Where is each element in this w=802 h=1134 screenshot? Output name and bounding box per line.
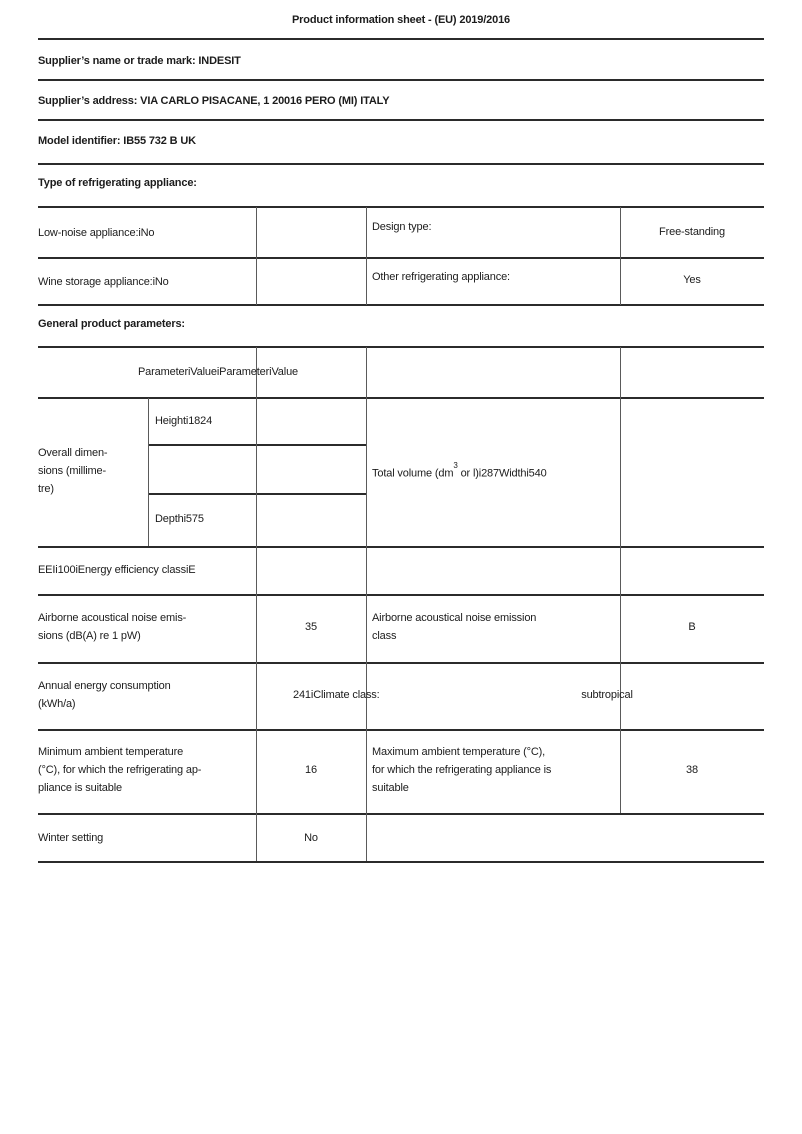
min-ambient-temp-label: Minimum ambient temperature (°C), for wh…	[38, 746, 202, 794]
dimensions-sub-divider	[148, 444, 366, 446]
params-table-header-divider	[38, 397, 764, 399]
design-type-value: Free-standing	[659, 226, 725, 238]
horizontal-rule	[38, 163, 764, 165]
other-appliance-label: Other refrigerating appliance:	[372, 271, 510, 283]
energy-value-climate-label: 241iClimate class:	[293, 689, 380, 701]
total-volume-text: Total volume (dm	[372, 467, 454, 480]
params-table-column-line	[620, 347, 621, 813]
params-table-top-border	[38, 346, 764, 348]
winter-setting-value: No	[304, 832, 318, 844]
total-volume-cell: Total volume (dm3 or l)i287Widthi540	[372, 461, 547, 483]
params-table-row-divider	[38, 662, 764, 664]
wine-storage-cell: Wine storage appliance:iNo	[38, 276, 169, 288]
noise-emissions-label: Airborne acoustical noise emis- sions (d…	[38, 612, 187, 642]
params-table-column-line	[366, 347, 367, 861]
horizontal-rule	[38, 119, 764, 121]
horizontal-rule	[38, 79, 764, 81]
height-cell: Heighti1824	[155, 415, 213, 427]
winter-setting-label: Winter setting	[38, 832, 104, 844]
design-type-label: Design type:	[372, 221, 432, 233]
page-title: Product information sheet - (EU) 2019/20…	[291, 14, 511, 26]
noise-class-value: B	[688, 621, 696, 633]
params-table-row-divider	[38, 813, 764, 815]
params-table-bottom-border	[38, 861, 764, 863]
max-ambient-temp-label: Maximum ambient temperature (°C), for wh…	[372, 746, 552, 794]
dimensions-sub-column-line	[148, 398, 149, 546]
total-volume-text: or l)i287Widthi540	[457, 467, 547, 480]
type-table-bottom-border	[38, 304, 764, 306]
params-table-row-divider	[38, 729, 764, 731]
params-table-row-divider	[38, 594, 764, 596]
dimensions-sub-divider	[148, 493, 366, 495]
min-ambient-temp-value: 16	[305, 764, 317, 776]
climate-class-value: subtropical	[581, 689, 633, 701]
energy-consumption-label: Annual energy consumption (kWh/a)	[38, 680, 171, 710]
max-ambient-temp-value: 38	[686, 764, 698, 776]
model-identifier: Model identifier: IB55 732 B UK	[38, 135, 196, 147]
type-table-column-line	[620, 207, 621, 305]
overall-dimensions-label: Overall dimen- sions (millime- tre)	[38, 447, 108, 495]
params-table-column-line	[256, 347, 257, 861]
horizontal-rule	[38, 38, 764, 40]
total-volume-superscript: 3	[453, 461, 458, 470]
type-of-appliance-heading: Type of refrigerating appliance:	[38, 177, 197, 189]
low-noise-cell: Low-noise appliance:iNo	[38, 227, 155, 239]
type-table-column-line	[366, 207, 367, 305]
type-table-column-line	[256, 207, 257, 305]
supplier-address: Supplier’s address: VIA CARLO PISACANE, …	[38, 95, 390, 107]
noise-emissions-value: 35	[305, 621, 317, 633]
other-appliance-value: Yes	[683, 274, 701, 286]
general-parameters-heading: General product parameters:	[38, 318, 185, 330]
depth-cell: Depthi575	[155, 513, 204, 525]
type-table-top-border	[38, 206, 764, 208]
supplier-name: Supplier’s name or trade mark: INDESIT	[38, 55, 241, 67]
type-table-row-divider	[38, 257, 764, 259]
eei-cell: EEIi100iEnergy efficiency classiE	[38, 564, 196, 576]
params-table-row-divider	[38, 546, 764, 548]
params-header-cell: ParameteriValueiParameteriValue	[137, 366, 299, 378]
noise-class-label: Airborne acoustical noise emission class	[372, 612, 537, 642]
